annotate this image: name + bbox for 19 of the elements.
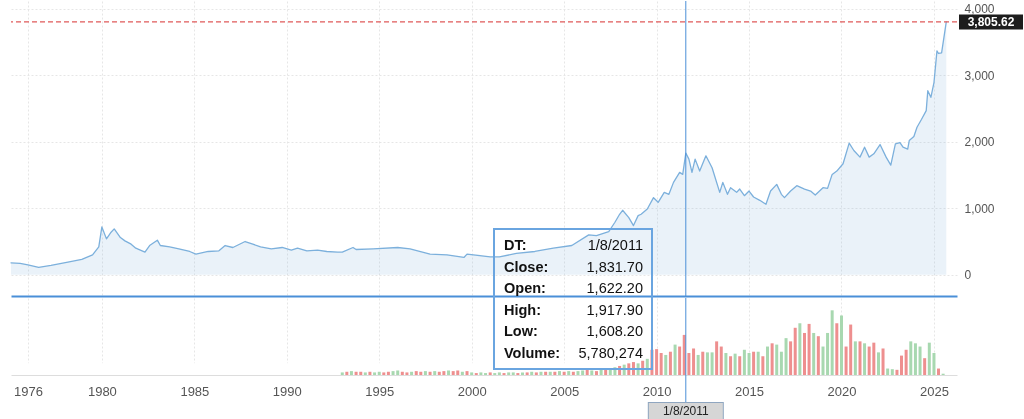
x-tick-label: 2015 bbox=[735, 383, 764, 399]
y-tick-label: 4,000 bbox=[964, 2, 995, 17]
x-tick-label: 2020 bbox=[827, 383, 857, 399]
x-tick-label: 2005 bbox=[550, 383, 580, 399]
ref-line-label: 1/8/2011 bbox=[662, 404, 710, 418]
y-tick-label: 1,000 bbox=[964, 201, 995, 216]
x-tick-label: 2025 bbox=[920, 383, 949, 399]
x-tick-label: 1990 bbox=[272, 383, 302, 399]
y-tick-label: 0 bbox=[964, 268, 972, 283]
x-tick-label: 1995 bbox=[365, 383, 395, 399]
x-tick-label: 1976 bbox=[13, 383, 43, 399]
y-tick-label: 3,000 bbox=[964, 68, 995, 83]
x-tick-label: 1980 bbox=[87, 383, 117, 399]
x-tick-label: 1985 bbox=[180, 383, 210, 399]
y-tick-label: 2,000 bbox=[964, 135, 995, 150]
tooltip-panel: DT: 1/8/2011 Close: 1,831.70 Open: 1,622.20 High: 1,917.90 Low: 1,608.20 Volume: 5,780,274 bbox=[493, 228, 653, 370]
x-tick-label: 2000 bbox=[457, 383, 487, 399]
x-tick-label: 2010 bbox=[642, 383, 672, 399]
ref-line-label: 3,805.62 bbox=[967, 14, 1015, 29]
